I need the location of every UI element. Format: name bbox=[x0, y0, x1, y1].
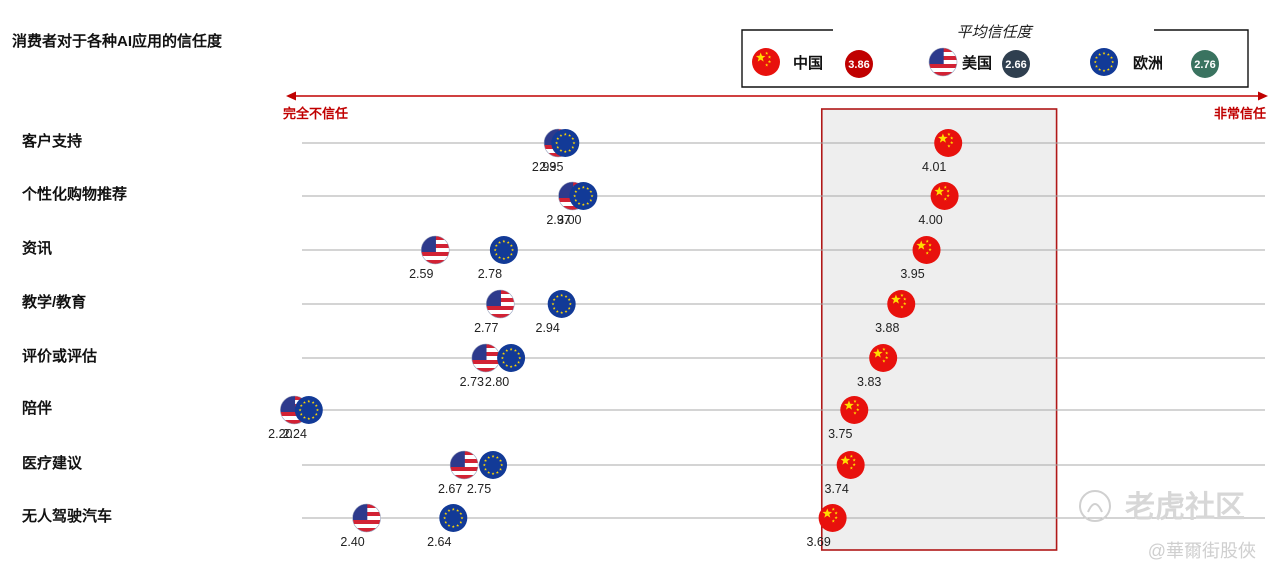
china-point-5 bbox=[840, 396, 869, 424]
china-value-label-4: 3.83 bbox=[857, 375, 881, 389]
legend-eu-flag-icon bbox=[1090, 48, 1118, 76]
usa-value-label-2: 2.59 bbox=[409, 267, 433, 281]
eu-value-label-5: 2.24 bbox=[283, 427, 307, 441]
highlight-box bbox=[820, 108, 1058, 551]
category-label-5: 陪伴 bbox=[22, 399, 52, 417]
legend-label-2: 欧洲 bbox=[1133, 54, 1163, 72]
category-label-7: 无人驾驶汽车 bbox=[21, 507, 112, 525]
watermark-sub: @華爾街股俠 bbox=[1148, 541, 1256, 561]
usa-value-label-7: 2.40 bbox=[340, 535, 364, 549]
china-point-3 bbox=[887, 290, 916, 318]
legend-average-2: 2.76 bbox=[1194, 59, 1215, 71]
china-value-label-5: 3.75 bbox=[828, 427, 852, 441]
legend-label-0: 中国 bbox=[793, 54, 823, 72]
category-label-3: 教学/教育 bbox=[21, 293, 86, 311]
eu-value-label-2: 2.78 bbox=[478, 267, 502, 281]
usa-value-label-1: 2.97 bbox=[546, 213, 570, 227]
category-label-6: 医疗建议 bbox=[22, 454, 83, 472]
legend-badge-2 bbox=[1191, 50, 1219, 78]
eu-value-label-3: 2.94 bbox=[536, 321, 560, 335]
legend-average-1: 2.66 bbox=[1005, 59, 1026, 71]
eu-point-2 bbox=[489, 236, 518, 264]
eu-point-7 bbox=[439, 504, 468, 532]
category-label-2: 资讯 bbox=[22, 239, 52, 257]
eu-value-label-6: 2.75 bbox=[467, 482, 491, 496]
china-value-label-1: 4.00 bbox=[918, 213, 942, 227]
legend-badge-0 bbox=[845, 50, 873, 78]
usa-value-label-6: 2.67 bbox=[438, 482, 462, 496]
chart-title: 消费者对于各种AI应用的信任度 bbox=[12, 33, 223, 50]
axis-right-arrow bbox=[1258, 91, 1268, 101]
eu-value-label-1: 3.00 bbox=[557, 213, 581, 227]
china-point-6 bbox=[836, 451, 865, 479]
legend-box bbox=[741, 29, 1249, 88]
axis-min-label: 完全不信任 bbox=[283, 106, 348, 121]
category-label-1: 个性化购物推荐 bbox=[21, 185, 127, 203]
eu-point-3 bbox=[547, 290, 576, 318]
china-point-4 bbox=[869, 344, 898, 372]
usa-value-label-0: 2.93 bbox=[532, 160, 556, 174]
china-value-label-2: 3.95 bbox=[900, 267, 924, 281]
usa-value-label-4: 2.73 bbox=[460, 375, 484, 389]
usa-value-label-5: 2.20 bbox=[268, 427, 292, 441]
china-value-label-0: 4.01 bbox=[922, 160, 946, 174]
eu-point-0 bbox=[551, 129, 580, 157]
china-point-0 bbox=[934, 129, 963, 157]
china-value-label-3: 3.88 bbox=[875, 321, 899, 335]
eu-value-label-7: 2.64 bbox=[427, 535, 451, 549]
usa-point-2 bbox=[420, 235, 450, 265]
legend-badge-1 bbox=[1002, 50, 1030, 78]
usa-value-label-3: 2.77 bbox=[474, 321, 498, 335]
legend-china-flag-icon bbox=[752, 48, 780, 76]
legend-title: 平均信任度 bbox=[956, 24, 1033, 41]
watermark-main: 老虎社区 bbox=[1125, 491, 1245, 524]
watermark: 老虎社区 @華爾街股俠 bbox=[1079, 490, 1256, 561]
category-label-4: 评价或评估 bbox=[22, 347, 97, 365]
china-point-7 bbox=[818, 504, 847, 532]
usa-point-4 bbox=[471, 343, 501, 373]
legend-average-0: 3.86 bbox=[848, 59, 869, 71]
eu-point-5 bbox=[294, 396, 323, 424]
usa-point-7 bbox=[352, 503, 381, 533]
axis-max-label: 非常信任 bbox=[1214, 106, 1266, 121]
axis-left-arrow bbox=[286, 91, 296, 101]
eu-value-label-0: 2.95 bbox=[539, 160, 563, 174]
usa-point-6 bbox=[449, 450, 479, 480]
legend-usa-flag-icon bbox=[928, 47, 958, 77]
eu-point-1 bbox=[569, 182, 598, 210]
eu-point-4 bbox=[497, 344, 526, 372]
china-point-2 bbox=[912, 236, 941, 264]
china-value-label-7: 3.69 bbox=[806, 535, 830, 549]
eu-value-label-4: 2.80 bbox=[485, 375, 509, 389]
usa-point-3 bbox=[485, 289, 515, 319]
legend-label-1: 美国 bbox=[962, 54, 992, 72]
china-point-1 bbox=[930, 182, 959, 210]
china-value-label-6: 3.74 bbox=[825, 482, 849, 496]
eu-point-6 bbox=[479, 451, 508, 479]
category-label-0: 客户支持 bbox=[21, 132, 82, 150]
